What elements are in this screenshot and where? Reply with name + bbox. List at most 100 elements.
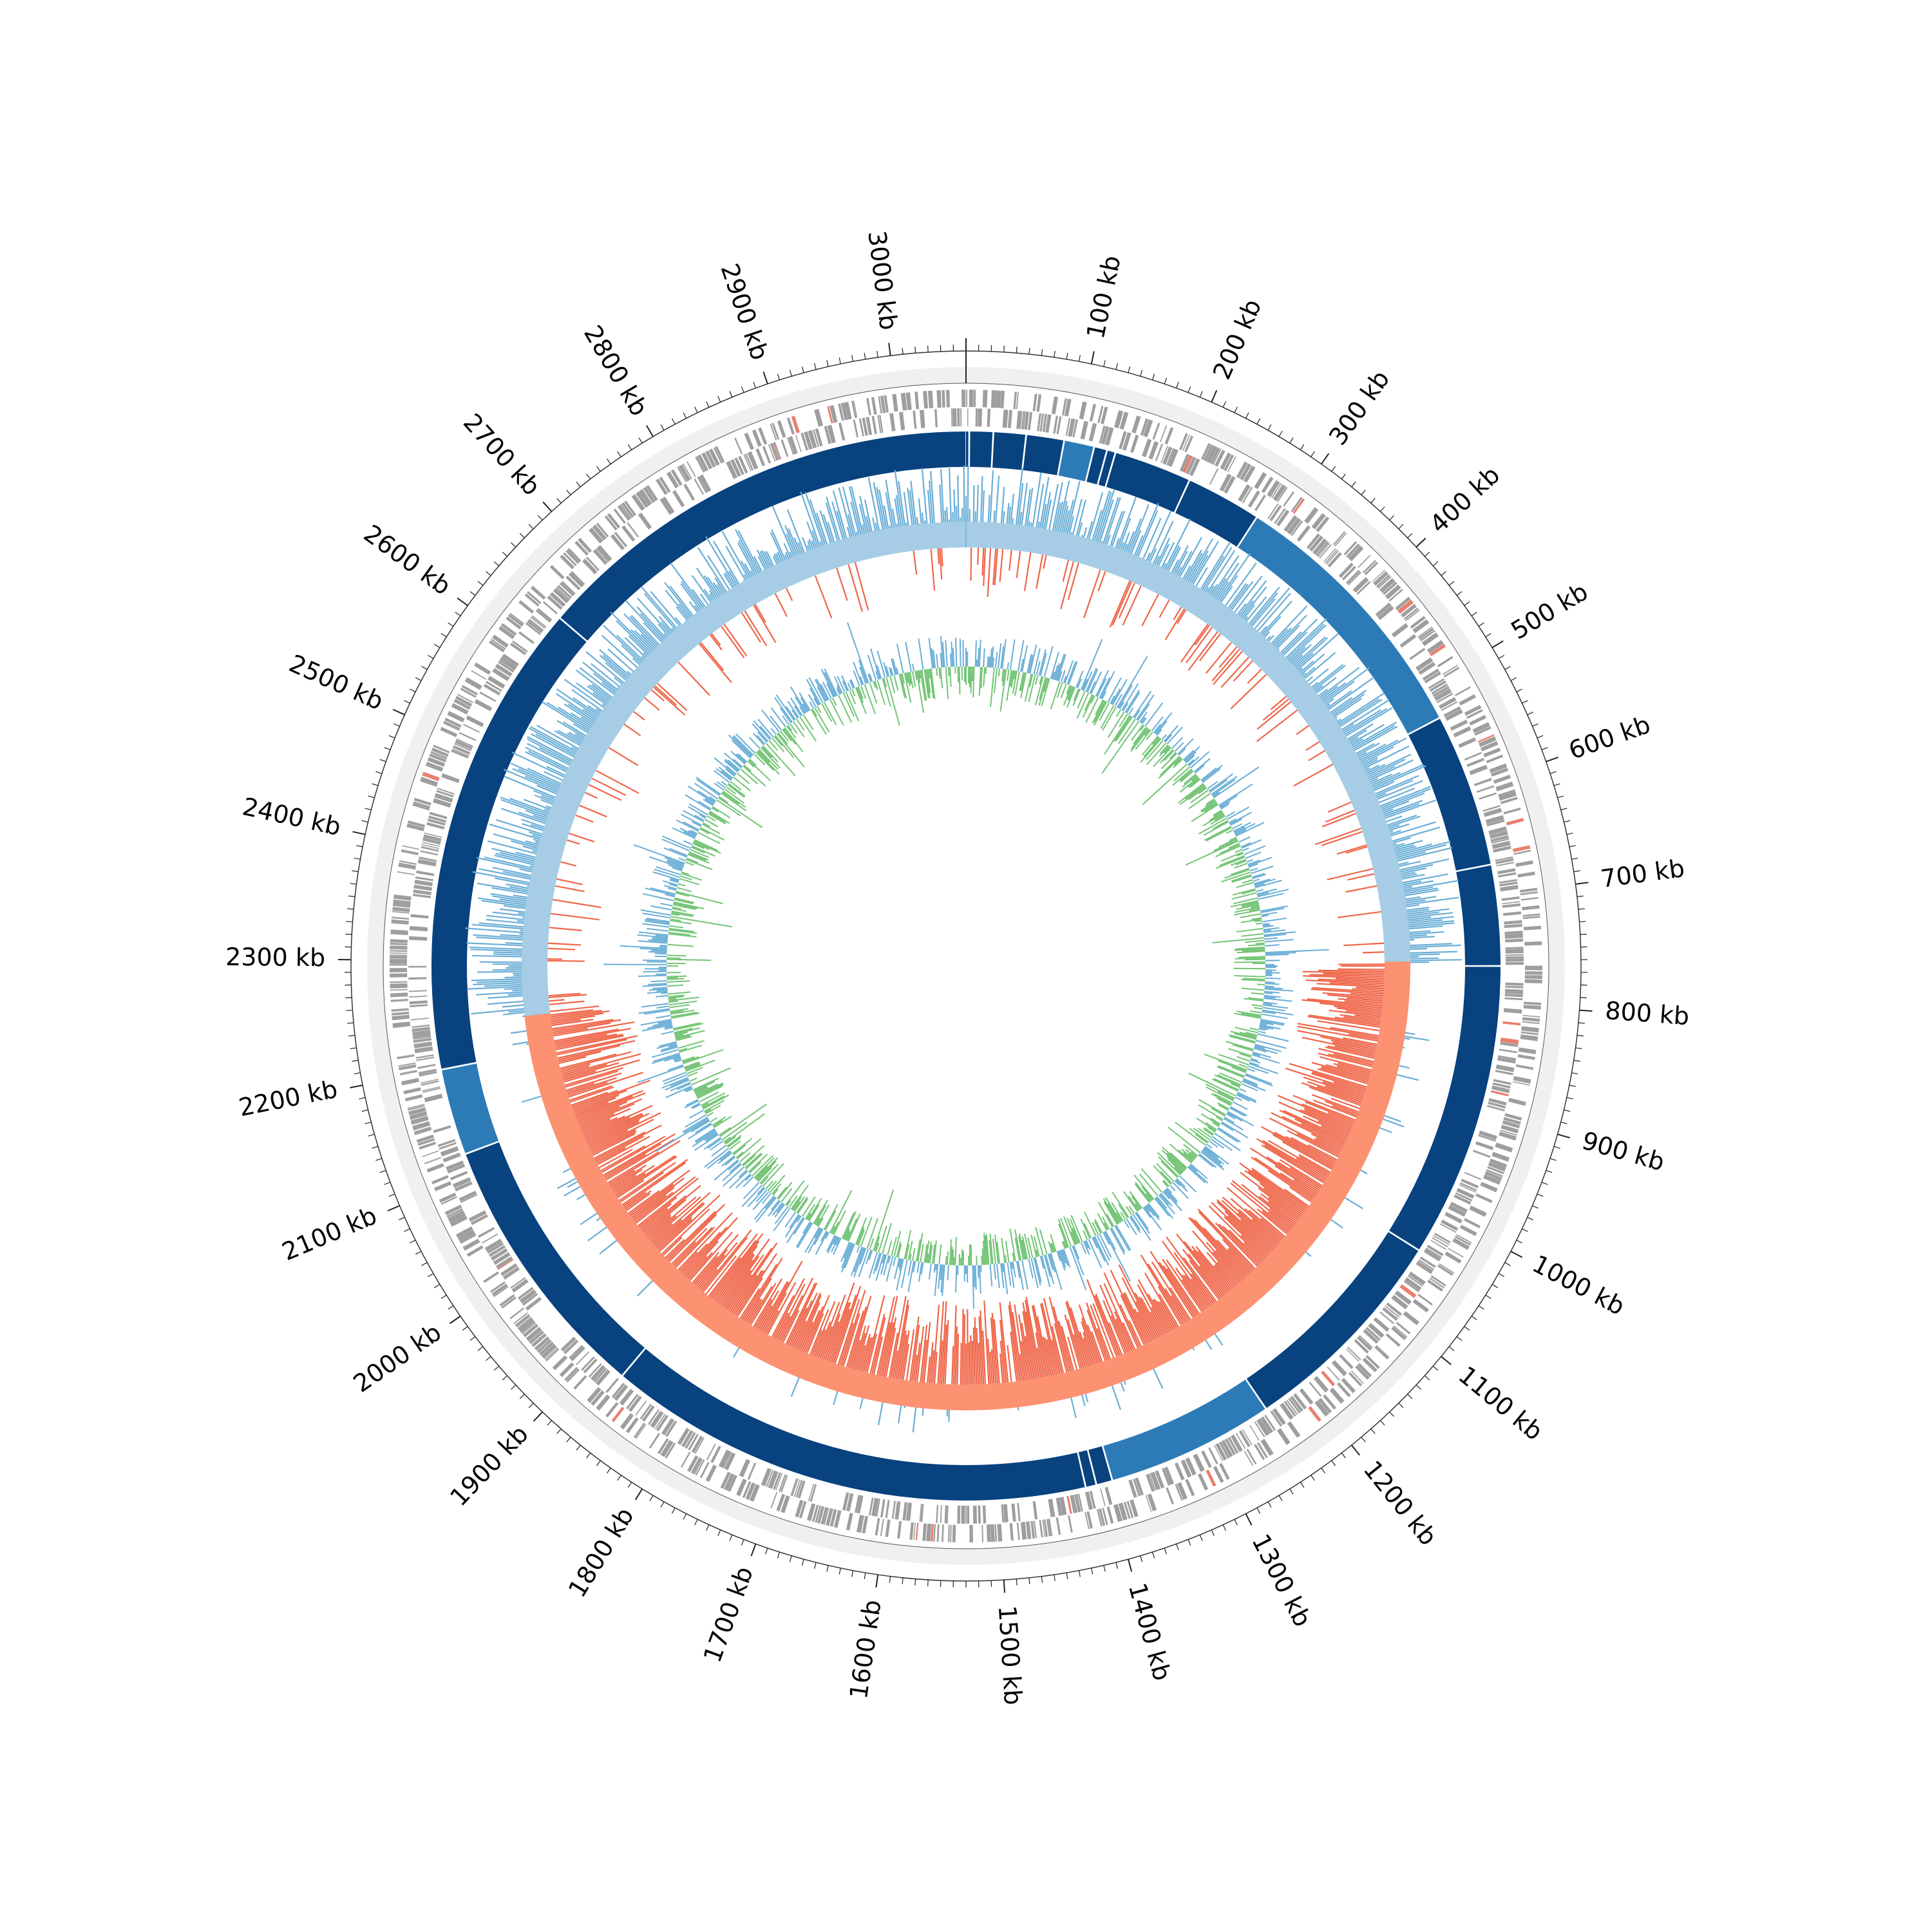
gc-content-mark (1253, 878, 1260, 882)
gc-content-mark (896, 1241, 902, 1258)
gene (422, 1086, 440, 1092)
gc-content-mark (1119, 713, 1128, 728)
gene (1500, 1041, 1519, 1047)
gene (416, 1056, 435, 1061)
gc-content-mark (904, 672, 912, 703)
gc-content-mark (642, 984, 667, 987)
minor-tick (372, 783, 379, 786)
gene (687, 461, 696, 477)
gc-content-mark (670, 1009, 695, 1015)
minor-tick (1532, 1205, 1539, 1209)
gc-content-mark (1170, 1152, 1188, 1169)
gene (638, 489, 652, 506)
gc-content-mark (713, 1115, 732, 1128)
gene (412, 1121, 431, 1131)
gc-content-mark (669, 1004, 690, 1009)
gc-content-mark (806, 1213, 811, 1220)
gc-content-mark (1249, 1027, 1259, 1031)
gene (457, 1229, 475, 1242)
gc-content-mark (1242, 879, 1253, 884)
gc-skew-mark (848, 1306, 867, 1368)
gc-content-mark (1236, 951, 1265, 954)
gc-content-mark (806, 679, 822, 705)
gene (509, 612, 525, 625)
gc-content-mark (1260, 905, 1288, 912)
gene (1296, 525, 1311, 542)
gc-content-mark (1184, 784, 1205, 800)
minor-tick (1164, 1548, 1167, 1555)
gc-skew-mark (1325, 1085, 1363, 1100)
gene (1244, 1450, 1254, 1466)
gene (781, 439, 789, 457)
gc-content-mark (926, 668, 931, 693)
gene (392, 907, 410, 913)
gc-content-mark (709, 796, 717, 802)
gene (1508, 1097, 1526, 1106)
gc-content-mark (667, 991, 691, 995)
gene (1426, 1244, 1444, 1256)
gc-content-mark (1148, 1203, 1160, 1218)
gc-content-mark (977, 1265, 980, 1278)
gc-content-mark (1055, 654, 1065, 681)
gc-skew-mark (790, 1300, 813, 1347)
gc-skew-mark (1190, 1278, 1211, 1307)
gene (902, 1502, 908, 1520)
gc-content-mark (1232, 888, 1256, 896)
gc-skew-mark (1042, 1336, 1052, 1376)
gc-skew-mark (1327, 801, 1352, 813)
gc-skew-mark (1271, 1112, 1344, 1148)
gc-content-mark (874, 1236, 880, 1252)
gc-content-mark (793, 1196, 806, 1212)
gene (585, 556, 600, 571)
gc-skew-mark (723, 1269, 752, 1309)
gc-skew-mark (554, 1033, 618, 1047)
gc-content-mark (788, 1195, 798, 1208)
gc-skew-mark (1147, 1293, 1170, 1332)
gene (1495, 781, 1514, 791)
gene (1416, 1260, 1434, 1274)
gc-content-mark (663, 847, 688, 858)
gc-skew-mark (1170, 1294, 1188, 1322)
gc-content-mark (1137, 703, 1150, 721)
gc-content-mark (1041, 678, 1050, 706)
gc-content-mark (892, 658, 898, 675)
gene (1122, 432, 1132, 451)
gene (1505, 954, 1524, 956)
gc-content-mark (985, 1234, 990, 1265)
gene (1059, 1497, 1067, 1515)
gc-skew-mark (1112, 581, 1132, 626)
gc-skew-mark (882, 1322, 895, 1377)
minor-tick (838, 1567, 841, 1575)
gc-content-mark (674, 1057, 682, 1062)
gene (1356, 1336, 1372, 1351)
gene (1475, 1193, 1493, 1204)
gc-skew-mark (1289, 1186, 1312, 1203)
gc-skew-mark (582, 1117, 618, 1134)
gene (1461, 1179, 1479, 1189)
gene (543, 601, 558, 614)
minor-tick (511, 542, 516, 547)
gene (1030, 1520, 1036, 1539)
gene (961, 1505, 965, 1524)
gene (1434, 688, 1452, 701)
gc-skew-mark (1330, 1027, 1379, 1037)
gc-skew-mark (1230, 1182, 1291, 1233)
gene (697, 454, 709, 471)
gene (734, 437, 743, 455)
gene (1523, 1001, 1542, 1006)
gc-content-mark (1083, 1230, 1088, 1240)
gene (495, 663, 513, 677)
gene (624, 500, 636, 516)
gc-content-mark (987, 656, 989, 668)
minor-tick (1370, 498, 1376, 504)
minor-tick (1407, 533, 1413, 538)
gc-content-mark (1035, 675, 1039, 685)
gc-skew-mark (573, 1090, 627, 1112)
gc-content-mark (1217, 1074, 1242, 1086)
gc-skew-mark (638, 1197, 677, 1228)
gc-content-mark (641, 1003, 669, 1008)
gene (933, 1524, 936, 1542)
gene (1474, 726, 1492, 736)
gc-content-mark (940, 1264, 944, 1293)
gene (1065, 417, 1071, 436)
